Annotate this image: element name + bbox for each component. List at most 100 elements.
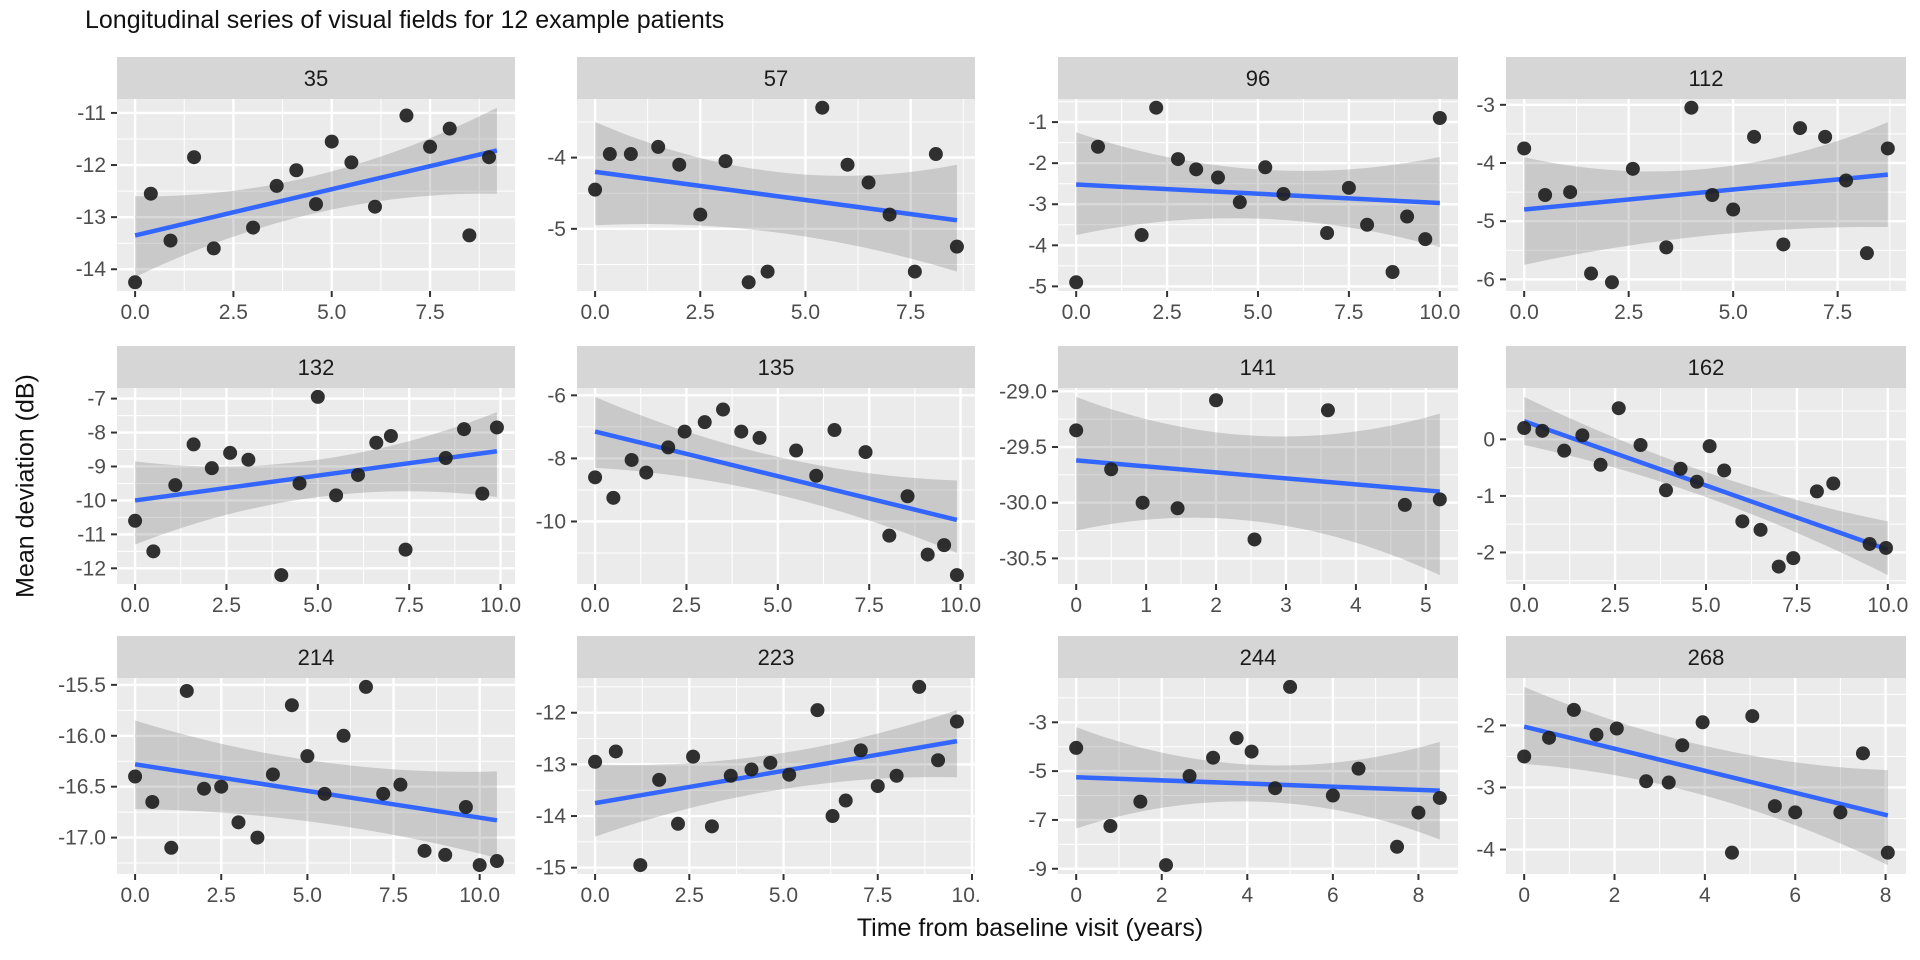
data-point: [1724, 845, 1739, 860]
y-tick-label: -9: [1028, 858, 1047, 881]
x-tick-label: 0.0: [120, 301, 149, 324]
trend-line: [1075, 458, 1441, 494]
data-point: [827, 423, 842, 438]
data-point: [187, 150, 202, 165]
data-point: [693, 207, 708, 222]
facet-strip-label: 223: [758, 645, 795, 670]
data-point: [744, 762, 759, 777]
data-point: [639, 465, 654, 480]
data-point: [920, 547, 935, 562]
facet-132: 0.0 2.5 5.0 7.5 10.0 -7 -8 -9 -10 -11 -12 132: [45, 346, 521, 629]
x-tick-label: 7.5: [896, 301, 925, 324]
x-tick-label: 8: [1413, 884, 1425, 907]
facet-strip-label: 135: [758, 355, 795, 380]
trend-line: [594, 169, 958, 223]
x-tick-label: 2.5: [675, 884, 704, 907]
y-tick-label: -30.0: [999, 492, 1047, 515]
data-point: [1788, 805, 1803, 820]
data-point: [376, 786, 391, 801]
data-point: [1793, 121, 1808, 136]
data-point: [928, 147, 943, 162]
data-points: [588, 679, 964, 873]
facet-strip: [1058, 346, 1458, 388]
data-point: [1159, 858, 1174, 873]
facet-strip: [117, 346, 515, 388]
data-point: [1341, 180, 1356, 195]
x-tick-label: 2.5: [207, 884, 236, 907]
data-point: [1809, 484, 1824, 499]
data-point: [1091, 139, 1105, 154]
confidence-band: [135, 720, 497, 858]
facet-268: 0 2 4 6 8 -2 -3 -4 268: [1434, 636, 1912, 919]
data-point: [1104, 462, 1119, 477]
data-point: [367, 199, 382, 214]
x-tick-label: 2: [1156, 884, 1168, 907]
data-point: [1862, 536, 1877, 551]
y-tick-label: -12: [76, 557, 106, 580]
data-point: [608, 744, 623, 759]
y-tick-label: -12: [76, 154, 106, 177]
x-tick-label: 2: [1609, 884, 1621, 907]
data-point: [1103, 819, 1118, 834]
facet-plot-223: 0.0 2.5 5.0 7.5 10.0 -12 -13 -14 -15 223: [536, 636, 993, 907]
data-point: [1771, 559, 1786, 574]
x-tick-label: 5.0: [769, 884, 798, 907]
facet-plot-132: 0.0 2.5 5.0 7.5 10.0 -7 -8 -9 -10 -11 -12 132: [76, 346, 521, 617]
data-points: [588, 100, 964, 290]
data-point: [810, 703, 825, 718]
data-point: [672, 157, 687, 172]
data-point: [782, 767, 797, 782]
data-point: [1069, 740, 1084, 755]
x-tick-label: 5.0: [303, 594, 332, 617]
data-point: [269, 178, 284, 193]
data-point: [704, 819, 719, 834]
data-point: [324, 134, 339, 149]
trend-line: [134, 762, 498, 823]
axis-ticks: 0.0 2.5 5.0 7.5 -11 -12 -13 -14: [76, 102, 445, 324]
trend-line: [1076, 774, 1440, 793]
data-point: [1839, 173, 1854, 188]
confidence-band: [1076, 132, 1440, 248]
facet-strip-label: 141: [1240, 355, 1277, 380]
data-point: [489, 854, 504, 869]
data-point: [588, 182, 603, 197]
data-point: [358, 679, 373, 694]
facet-244: 0 2 4 6 8 -3 -5 -7 -9 244: [986, 636, 1464, 919]
panel-background: [577, 678, 975, 874]
data-point: [1232, 195, 1247, 210]
data-point: [145, 794, 160, 809]
data-point: [351, 467, 366, 482]
x-tick-label: 10.0: [480, 594, 521, 617]
x-tick-label: 7.5: [415, 301, 444, 324]
y-tick-label: -4: [1476, 152, 1495, 175]
data-point: [825, 809, 840, 824]
data-point: [752, 430, 767, 445]
data-point: [1826, 476, 1841, 491]
axis-ticks: 0 2 4 6 8 -2 -3 -4: [1476, 714, 1891, 907]
data-point: [300, 749, 315, 764]
data-point: [206, 241, 221, 256]
y-tick-label: -14: [76, 258, 107, 281]
confidence-band: [1076, 396, 1440, 576]
axis-ticks: 0.0 2.5 5.0 7.5 10.0 -12 -13 -14 -15: [536, 702, 993, 907]
data-point: [417, 843, 432, 858]
y-tick-label: -29.5: [999, 436, 1047, 459]
data-point: [809, 468, 824, 483]
trend-line: [1523, 724, 1889, 818]
data-point: [1432, 492, 1447, 507]
facet-strip-label: 132: [298, 355, 335, 380]
y-tick-label: -9: [87, 455, 106, 478]
data-point: [912, 679, 927, 694]
data-point: [1397, 497, 1412, 512]
data-point: [1705, 188, 1720, 202]
data-point: [1855, 746, 1870, 761]
axis-ticks: 0.0 2.5 5.0 7.5 10.0 0 -1 -2: [1476, 428, 1908, 617]
data-point: [1069, 423, 1084, 438]
data-point: [840, 157, 855, 172]
data-point: [1432, 110, 1447, 125]
data-point: [317, 786, 332, 801]
data-point: [458, 800, 473, 815]
data-point: [274, 568, 289, 583]
facet-strip: [1058, 57, 1458, 99]
y-tick-label: -2: [1028, 152, 1047, 175]
